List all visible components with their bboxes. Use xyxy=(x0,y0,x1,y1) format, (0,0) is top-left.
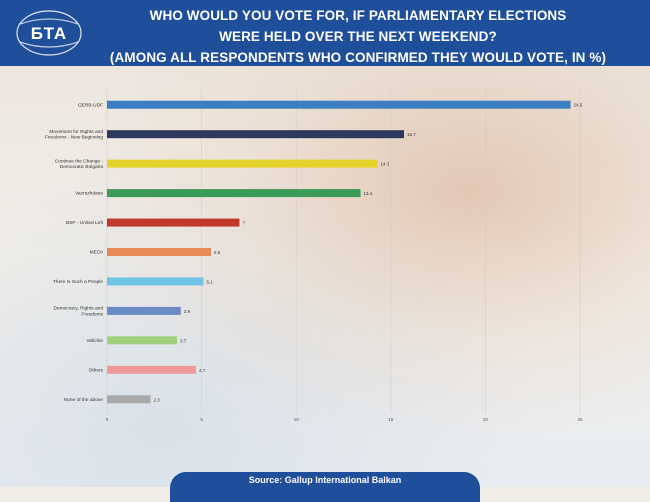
category-label: There Is Such a People xyxy=(53,279,103,285)
bta-logo: БТА xyxy=(16,10,82,56)
category-label-line: Freedoms xyxy=(81,311,103,317)
value-label: 3.9 xyxy=(184,309,191,314)
category-label-line: Velichie xyxy=(86,338,103,344)
category-label: Vazrazhdane xyxy=(75,191,103,197)
category-label: BSP - United Left xyxy=(66,220,104,226)
value-label: 14.3 xyxy=(381,162,390,167)
value-label: 24.5 xyxy=(574,103,583,108)
title-line-1: WHO WOULD YOU VOTE FOR, IF PARLIAMENTARY… xyxy=(149,8,567,23)
category-label-line: Democracy, Rights and xyxy=(54,306,104,312)
header-banner: БТА WHO WOULD YOU VOTE FOR, IF PARLIAMEN… xyxy=(0,0,650,66)
x-tick-label: 10 xyxy=(294,417,300,422)
value-label: 7 xyxy=(242,221,245,226)
category-label-line: Continue the Change - xyxy=(55,158,104,164)
category-label-line: BSP - United Left xyxy=(66,220,104,226)
category-label: MECh xyxy=(90,250,104,256)
category-label-line: MECh xyxy=(90,250,104,256)
x-tick-label: 20 xyxy=(483,417,489,422)
x-tick-label: 5 xyxy=(200,417,203,422)
chart-title: WHO WOULD YOU VOTE FOR, IF PARLIAMENTARY… xyxy=(88,5,628,68)
bar xyxy=(107,248,212,256)
category-label: Velichie xyxy=(86,338,103,344)
bar xyxy=(107,395,151,404)
bar xyxy=(107,365,196,374)
value-label: 3.7 xyxy=(180,338,187,343)
bar xyxy=(107,336,178,345)
bar xyxy=(107,130,405,139)
category-label-line: Freedoms - New Beginning xyxy=(45,135,103,141)
bar xyxy=(107,277,204,286)
bar xyxy=(107,189,361,198)
category-label-line: There Is Such a People xyxy=(53,279,103,285)
category-label: Others xyxy=(89,367,104,373)
category-label-line: Democratic Bulgaria xyxy=(60,164,104,170)
bar xyxy=(107,218,240,227)
bar xyxy=(107,306,181,315)
logo-text: БТА xyxy=(31,24,67,43)
bar xyxy=(107,100,571,109)
bar-chart: 0 5 10 15 20 25 24.5 GERB-UDF 15.7 Movement for R… xyxy=(45,90,583,422)
x-tick-label: 15 xyxy=(388,417,394,422)
source-text: Source: Gallup International Balkan xyxy=(248,475,402,485)
category-label-line: GERB-UDF xyxy=(78,102,103,108)
category-label: Continue the Change -Democratic Bulgaria xyxy=(55,158,104,170)
category-label-line: Movement for Rights and xyxy=(49,129,103,135)
category-label: Democracy, Rights and Freedoms xyxy=(54,306,104,318)
value-label: 4.7 xyxy=(199,368,206,373)
x-tick-label: 0 xyxy=(106,417,109,422)
value-label: 15.7 xyxy=(407,132,416,137)
category-label: Movement for Rights and Freedoms - New Be… xyxy=(45,129,103,141)
value-label: 13.4 xyxy=(364,191,373,196)
title-line-3: (AMONG ALL RESPONDENTS WHO CONFIRMED THE… xyxy=(109,50,607,65)
category-label: None of the above xyxy=(64,397,104,403)
source-footer: Source: Gallup International Balkan xyxy=(170,472,480,502)
category-label: GERB-UDF xyxy=(78,102,103,108)
value-label: 2.3 xyxy=(154,397,161,402)
value-label: 5.1 xyxy=(206,279,213,284)
value-label: 5.5 xyxy=(214,250,221,255)
title-line-2: WERE HELD OVER THE NEXT WEEKEND? xyxy=(219,29,497,44)
category-label-line: Vazrazhdane xyxy=(75,191,103,197)
bar xyxy=(107,159,378,168)
category-label-line: Others xyxy=(89,367,104,373)
category-label-line: None of the above xyxy=(64,397,104,403)
x-tick-label: 25 xyxy=(577,417,583,422)
